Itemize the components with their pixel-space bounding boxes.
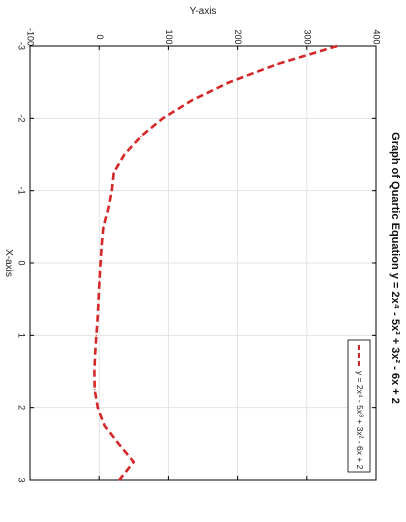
data-point [191, 99, 193, 101]
data-point [93, 370, 95, 373]
data-point [113, 172, 115, 174]
x-tick-label: 3 [17, 477, 27, 482]
y-tick-label: 0 [95, 34, 105, 39]
y-tick-label: -100 [26, 28, 36, 46]
x-tick-label: 1 [17, 333, 27, 338]
x-tick-label: 0 [17, 260, 27, 265]
y-tick-label: 300 [302, 29, 312, 44]
data-point [102, 226, 105, 228]
data-point [95, 334, 97, 336]
data-point [107, 208, 109, 210]
x-tick-label: -3 [17, 42, 27, 50]
data-point [98, 298, 100, 300]
data-point [123, 153, 125, 156]
legend: y = 2x⁴ - 5x³ + 3x² - 6x + 2 [347, 339, 371, 473]
data-point [111, 190, 113, 192]
y-tick-label: 100 [164, 29, 174, 44]
data-point [104, 425, 106, 427]
data-point [98, 280, 101, 282]
y-tick-label: 400 [372, 29, 382, 44]
x-axis-title: X-axis [3, 249, 14, 277]
data-point [97, 407, 99, 409]
y-axis-title: Y-axis [190, 6, 217, 17]
data-point [94, 389, 96, 391]
data-point [140, 135, 142, 137]
data-point [118, 443, 120, 445]
data-point [118, 479, 120, 481]
y-tick-label: 200 [233, 29, 243, 44]
data-point [101, 244, 103, 246]
x-tick-label: 2 [17, 405, 27, 410]
data-point [97, 316, 99, 318]
chart-title: Graph of Quartic Equation y = 2x⁴ - 5x³ … [389, 132, 401, 404]
data-point [100, 262, 102, 264]
data-point [94, 352, 96, 354]
data-point [228, 81, 230, 83]
x-tick-label: -1 [17, 187, 27, 195]
data-point [133, 461, 135, 463]
axis-ticks: -100 0 100 200 300 400 -3 -2 -1 0 1 2 3 [17, 28, 382, 483]
legend-box [347, 339, 371, 473]
series-layer [93, 44, 338, 481]
data-point [276, 63, 278, 65]
grid-lines [29, 45, 377, 481]
data-point [162, 117, 164, 119]
data-point [336, 45, 338, 47]
x-tick-label: -2 [17, 114, 27, 122]
legend-label: y = 2x⁴ - 5x³ + 3x² - 6x + 2 [355, 371, 365, 470]
